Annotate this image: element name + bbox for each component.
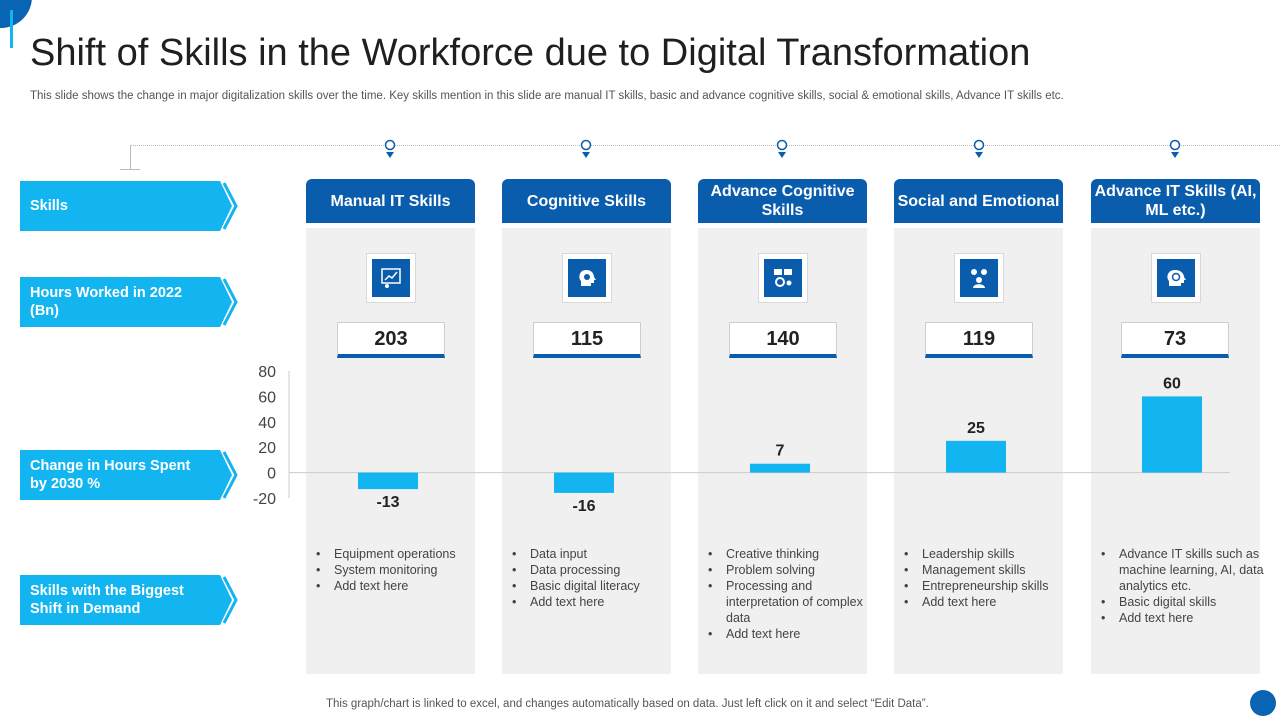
bullet-list: Advance IT skills such as machine learni…	[1097, 546, 1269, 626]
arrow-shape	[20, 575, 238, 625]
row-label-text: Change in Hours Spent by 2030 %	[30, 458, 191, 492]
hours-value: 203	[337, 322, 445, 358]
column-heading: Manual IT Skills	[306, 179, 475, 223]
footer-note: This graph/chart is linked to excel, and…	[326, 698, 929, 710]
arrow-shape	[20, 450, 238, 500]
list-item: Leadership skills	[904, 546, 1072, 562]
bullet-list: Leadership skills Management skills Entr…	[900, 546, 1072, 610]
timeline-pin-icon	[580, 139, 592, 158]
list-item: Basic digital literacy	[512, 578, 680, 594]
list-item: Data input	[512, 546, 680, 562]
head-gear-icon	[579, 270, 596, 286]
bar-data-label: -13	[376, 494, 399, 511]
arrow-shape	[20, 277, 238, 327]
list-item: Problem solving	[708, 562, 876, 578]
bar	[358, 472, 418, 490]
list-item: System monitoring	[316, 562, 484, 578]
timeline-base	[120, 169, 140, 170]
bar	[1142, 396, 1202, 473]
bullet-list: Equipment operations System monitoring A…	[312, 546, 484, 594]
list-item: Add text here	[708, 626, 876, 642]
list-item: Add text here	[316, 578, 484, 594]
list-item: Data processing	[512, 562, 680, 578]
hours-value: 119	[925, 322, 1033, 358]
list-item: Management skills	[904, 562, 1072, 578]
list-item: Creative thinking	[708, 546, 876, 562]
y-tick-label: 0	[267, 466, 276, 483]
bar-data-label: 25	[967, 420, 985, 437]
analytics-gear-icon	[774, 269, 792, 287]
arrow-shape	[20, 181, 238, 231]
y-tick-label: 40	[258, 415, 276, 432]
column-icon-frame	[954, 253, 1004, 303]
column-icon-frame	[1151, 253, 1201, 303]
list-item: Equipment operations	[316, 546, 484, 562]
column-heading: Cognitive Skills	[502, 179, 671, 223]
timeline-pin-icon	[973, 139, 985, 158]
page-indicator	[1250, 690, 1276, 716]
column-heading: Social and Emotional	[894, 179, 1063, 223]
row-label-change: Change in Hours Spent by 2030 %	[20, 450, 238, 500]
y-tick-label: -20	[253, 491, 276, 508]
bar	[750, 463, 810, 473]
hours-value: 73	[1121, 322, 1229, 358]
timeline-stem	[130, 145, 131, 169]
people-gears-icon	[971, 269, 987, 288]
hours-value: 140	[729, 322, 837, 358]
page-subtitle: This slide shows the change in major dig…	[30, 90, 1064, 102]
timeline-pin-icon	[776, 139, 788, 158]
y-tick-label: 60	[258, 389, 276, 406]
ai-head-icon	[1167, 270, 1186, 286]
row-label-skills: Skills	[20, 181, 238, 231]
bar-data-label: -16	[572, 498, 595, 515]
hours-value: 115	[533, 322, 641, 358]
list-item: Processing and interpretation of complex…	[708, 578, 876, 626]
list-item: Basic digital skills	[1101, 594, 1269, 610]
list-item: Advance IT skills such as machine learni…	[1101, 546, 1269, 594]
y-tick-label: 20	[258, 440, 276, 457]
bullet-list: Creative thinking Problem solving Proces…	[704, 546, 876, 642]
timeline-line	[130, 145, 1280, 147]
list-item: Add text here	[904, 594, 1072, 610]
row-label-text: Hours Worked in 2022 (Bn)	[30, 285, 183, 319]
column-icon-frame	[366, 253, 416, 303]
y-tick-label: 80	[258, 364, 276, 381]
list-item: Entrepreneurship skills	[904, 578, 1072, 594]
list-item: Add text here	[1101, 610, 1269, 626]
timeline-pin-icon	[1169, 139, 1181, 158]
row-label-text: Skills with the Biggest Shift in Demand	[30, 583, 184, 617]
column-heading: Advance Cognitive Skills	[698, 179, 867, 223]
column-icon-frame	[562, 253, 612, 303]
page-title: Shift of Skills in the Workforce due to …	[30, 32, 1031, 74]
row-label-hours: Hours Worked in 2022 (Bn)	[20, 277, 238, 327]
column-heading: Advance IT Skills (AI, ML etc.)	[1091, 179, 1260, 223]
bullet-list: Data input Data processing Basic digital…	[508, 546, 680, 610]
timeline-pin-icon	[384, 139, 396, 158]
row-label-shift: Skills with the Biggest Shift in Demand	[20, 575, 238, 625]
bar	[554, 472, 614, 493]
finance-chart-icon	[381, 268, 401, 288]
corner-accent-line	[10, 10, 13, 48]
list-item: Add text here	[512, 594, 680, 610]
bar-data-label: 7	[776, 443, 785, 460]
bar	[946, 440, 1006, 473]
column-icon-frame	[758, 253, 808, 303]
bar-data-label: 60	[1163, 375, 1181, 392]
row-label-text: Skills	[30, 198, 68, 214]
